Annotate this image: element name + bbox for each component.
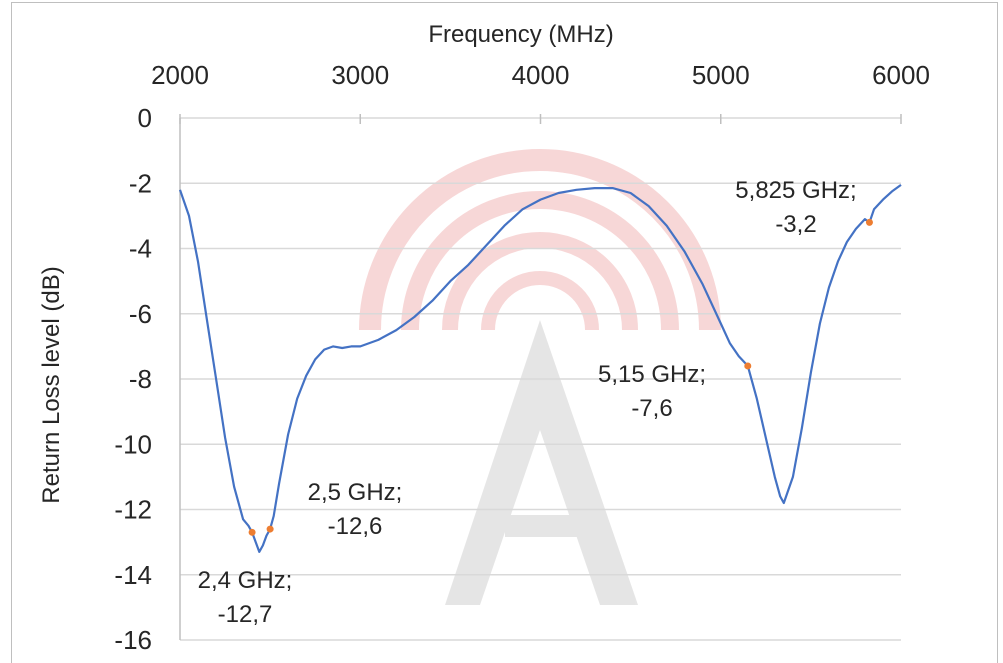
y-tick-label: -10 <box>114 429 152 459</box>
x-tick-label: 4000 <box>512 60 570 90</box>
highlight-marker <box>744 362 752 370</box>
x-tick-label: 6000 <box>872 60 930 90</box>
annotation-label: 2,4 GHz; <box>198 567 293 594</box>
y-tick-label: -14 <box>114 560 152 590</box>
series-line <box>178 184 902 554</box>
y-tick-label: -8 <box>129 364 152 394</box>
annotation-value: -3,2 <box>775 211 816 238</box>
highlight-marker <box>865 218 873 226</box>
annotation-value: -12,7 <box>218 601 273 628</box>
highlight-marker <box>248 528 256 536</box>
highlight-marker <box>266 525 274 533</box>
x-axis-title: Frequency (MHz) <box>428 21 613 48</box>
annotation-value: -7,6 <box>631 395 672 422</box>
x-tick-label: 2000 <box>151 60 209 90</box>
annotation-label: 5,15 GHz; <box>598 361 706 388</box>
y-tick-label: -12 <box>114 495 152 525</box>
annotation-label: 5,825 GHz; <box>735 177 856 204</box>
y-axis-title: Return Loss level (dB) <box>38 266 65 503</box>
chart-frame <box>11 2 998 663</box>
y-tick-label: -4 <box>129 234 152 264</box>
x-tick-label: 3000 <box>331 60 389 90</box>
y-tick-label: -2 <box>129 168 152 198</box>
annotation-value: -12,6 <box>328 513 383 540</box>
y-tick-label: -16 <box>114 625 152 655</box>
x-tick-label: 5000 <box>692 60 750 90</box>
y-tick-label: -6 <box>129 299 152 329</box>
annotation-label: 2,5 GHz; <box>308 479 403 506</box>
y-tick-label: 0 <box>138 103 152 133</box>
